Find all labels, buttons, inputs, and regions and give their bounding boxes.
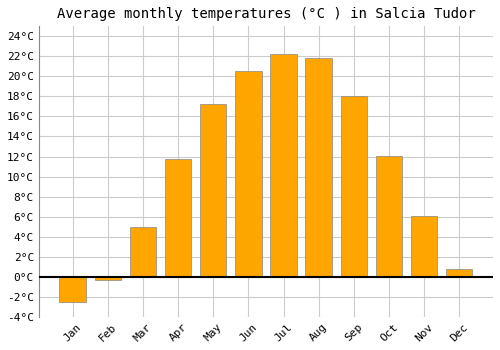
Bar [340, 96, 367, 277]
Bar [165, 159, 191, 277]
Bar [60, 277, 86, 302]
Bar [94, 277, 121, 280]
Bar [270, 54, 296, 277]
Bar [235, 71, 262, 277]
Bar [130, 227, 156, 277]
Bar [411, 216, 438, 277]
Bar [376, 155, 402, 277]
Bar [200, 104, 226, 277]
Bar [306, 58, 332, 277]
Bar [446, 269, 472, 277]
Title: Average monthly temperatures (°C ) in Salcia Tudor: Average monthly temperatures (°C ) in Sa… [56, 7, 476, 21]
